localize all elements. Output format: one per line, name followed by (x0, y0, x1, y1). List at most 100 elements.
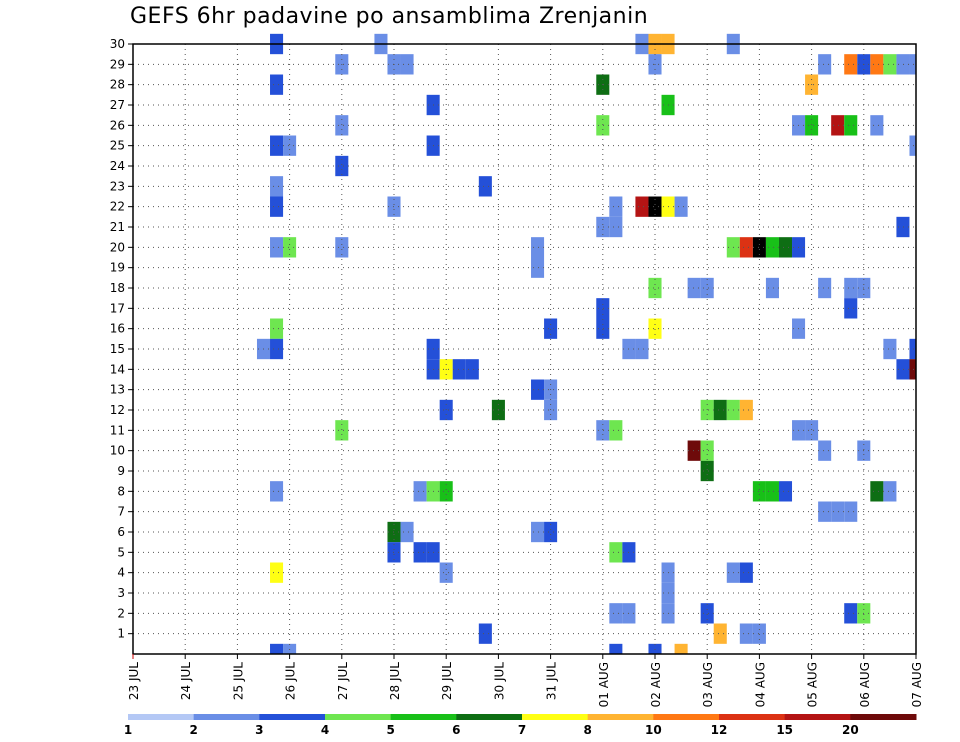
ensemble-cell (674, 643, 688, 654)
y-tick-label: 9 (117, 464, 125, 478)
x-tick-label: 25 JUL (231, 662, 245, 700)
ensemble-cell (531, 521, 545, 543)
ensemble-cell (270, 237, 284, 258)
ensemble-cell (270, 643, 284, 654)
colorbar-swatch (325, 714, 392, 720)
colorbar-swatch (587, 714, 654, 720)
y-tick-label: 18 (110, 281, 125, 295)
y-tick-label: 10 (110, 444, 125, 458)
ensemble-cell (896, 359, 910, 380)
x-tick-label: 04 AUG (753, 662, 767, 707)
ensemble-cell (739, 623, 753, 644)
ensemble-cell (883, 481, 897, 502)
ensemble-cell (883, 338, 897, 360)
ensemble-cell (883, 54, 897, 75)
ensemble-cell (609, 603, 623, 624)
ensemble-cell (335, 420, 349, 441)
ensemble-cell (596, 216, 610, 238)
y-tick-label: 12 (110, 403, 125, 417)
y-tick-label: 20 (110, 240, 125, 254)
ensemble-cell (805, 420, 819, 441)
ensemble-cell (739, 399, 753, 421)
y-tick-label: 25 (110, 139, 125, 153)
colorbar-swatch (390, 714, 457, 720)
ensemble-cell (478, 623, 492, 644)
colorbar-swatch (522, 714, 589, 720)
y-tick-label: 7 (117, 505, 125, 519)
ensemble-cell (609, 420, 623, 441)
x-tick-label: 28 JUL (388, 662, 402, 700)
y-tick-label: 3 (117, 586, 125, 600)
colorbar-label: 10 (645, 723, 662, 737)
x-tick-label: 02 AUG (649, 662, 663, 707)
ensemble-cell (805, 115, 819, 136)
ensemble-cell (413, 481, 427, 502)
x-tick-label: 06 AUG (858, 662, 872, 707)
ensemble-cell (270, 338, 284, 360)
ensemble-cell (713, 399, 727, 421)
y-tick-label: 30 (110, 37, 125, 51)
ensemble-cell (283, 135, 297, 156)
ensemble-cell (818, 440, 832, 461)
y-tick-label: 21 (110, 220, 125, 234)
y-tick-label: 16 (110, 322, 125, 336)
ensemble-cell (844, 603, 858, 624)
y-tick-label: 27 (110, 98, 125, 112)
ensemble-cell (400, 521, 414, 543)
ensemble-cell (909, 54, 916, 75)
ensemble-cell (531, 257, 545, 278)
colorbar-swatch (719, 714, 786, 720)
colorbar-swatch (850, 714, 917, 720)
ensemble-cell (609, 542, 623, 563)
ensemble-cell (818, 277, 832, 299)
x-tick-label: 01 AUG (597, 662, 611, 707)
ensemble-cell (335, 237, 349, 258)
colorbar-label: 20 (842, 723, 859, 737)
ensemble-cell (544, 318, 558, 339)
ensemble-cell (270, 74, 284, 95)
ensemble-cell (713, 623, 727, 644)
ensemble-cell (831, 501, 845, 522)
y-tick-label: 26 (110, 118, 125, 132)
x-tick-label: 23 JUL (127, 662, 141, 700)
colorbar-swatch (259, 714, 326, 720)
ensemble-cell (283, 237, 297, 258)
ensemble-cell (870, 54, 884, 75)
ensemble-cell (478, 176, 492, 197)
ensemble-cell (270, 176, 284, 197)
y-tick-label: 22 (110, 200, 125, 214)
ensemble-cell (283, 643, 297, 654)
ensemble-cell (818, 501, 832, 522)
ensemble-cell (752, 623, 766, 644)
y-tick-label: 5 (117, 545, 125, 559)
colorbar-swatch (456, 714, 523, 720)
ensemble-cell (765, 237, 779, 258)
y-tick-label: 15 (110, 342, 125, 356)
colorbar-label: 5 (386, 723, 394, 737)
y-tick-label: 17 (110, 301, 125, 315)
colorbar-swatch (784, 714, 851, 720)
grid-lines (133, 43, 916, 654)
ensemble-cell (635, 338, 649, 360)
ensemble-cell (400, 54, 414, 75)
ensemble-cell (687, 277, 701, 299)
ensemble-cell (778, 237, 793, 258)
ensemble-cell (609, 196, 623, 217)
ensemble-cell (896, 54, 910, 75)
ensemble-cell (596, 420, 610, 441)
x-tick-label: 27 JUL (336, 662, 350, 700)
ensemble-cell (609, 216, 623, 238)
ensemble-cell (700, 277, 714, 299)
ensemble-cell (270, 135, 284, 156)
ensemble-cell (648, 643, 662, 654)
ensemble-cell (896, 216, 910, 238)
y-tick-label: 4 (117, 566, 125, 580)
colorbar-label: 2 (189, 723, 197, 737)
ensemble-cell (700, 603, 714, 624)
y-axis: 1234567891011121314151617181920212223242… (110, 37, 133, 641)
colorbar-label: 7 (518, 723, 526, 737)
ensemble-cell (648, 318, 662, 339)
ensemble-cells (256, 33, 916, 654)
y-tick-label: 2 (117, 606, 125, 620)
